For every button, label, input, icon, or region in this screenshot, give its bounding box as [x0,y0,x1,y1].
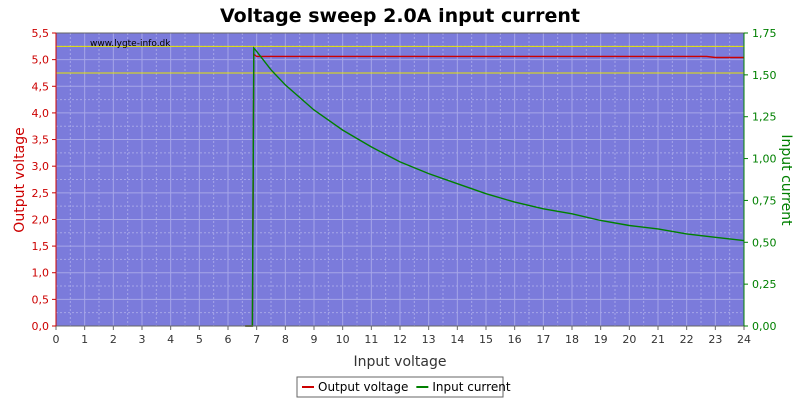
y-left-tick-label: 5,5 [32,27,50,40]
x-tick-label: 6 [225,333,232,346]
y-right-tick-label: 1,00 [752,153,777,166]
chart-title: Voltage sweep 2.0A input current [220,5,580,27]
x-tick-label: 12 [393,333,407,346]
legend-label-input-current: Input current [432,380,510,394]
y-right-tick-label: 0,75 [752,194,777,207]
x-tick-label: 23 [708,333,722,346]
x-tick-label: 24 [737,333,751,346]
y-right-tick-label: 0,25 [752,278,777,291]
y-right-tick-label: 0,50 [752,236,777,249]
x-tick-label: 11 [364,333,378,346]
legend-label-output-voltage: Output voltage [318,380,408,394]
series-line-input-current [245,46,745,327]
watermark: www.lygte-info.dk [90,39,171,49]
y-left-tick-label: 2,5 [32,187,50,200]
x-tick-label: 2 [110,333,117,346]
y-right-tick-label: 0,00 [752,320,777,333]
y-axis-label-right: Input current [778,134,794,226]
plot-area: www.lygte-info.dk0 1 2 3 4 5 6 7 8 9 10 11 12 13 14 15 1… [32,27,777,346]
x-tick-label: 3 [139,333,146,346]
y-right-tick-label: 1,25 [752,111,777,124]
y-left-tick-label: 1,0 [32,267,50,280]
x-tick-label: 15 [479,333,493,346]
x-tick-label: 13 [422,333,436,346]
x-tick-label: 22 [680,333,694,346]
legend: Output voltage Input current [296,376,511,398]
y-left-tick-label: 5,0 [32,54,50,67]
x-tick-label: 18 [565,333,579,346]
legend-box [296,376,504,398]
x-tick-label: 5 [196,333,203,346]
y-left-tick-label: 1,5 [32,240,50,253]
y-left-tick-label: 4,5 [32,80,50,93]
y-left-tick-label: 0,5 [32,293,50,306]
y-right-tick-label: 1,50 [752,69,777,82]
y-left-tick-label: 3,5 [32,134,50,147]
x-tick-label: 17 [536,333,550,346]
y-right-tick-label: 1,75 [752,27,777,40]
x-tick-label: 10 [336,333,350,346]
x-tick-label: 4 [167,333,174,346]
y-axis-label-left: Output voltage [12,127,28,232]
y-left-tick-label: 3,0 [32,160,50,173]
y-left-tick-label: 4,0 [32,107,50,120]
x-tick-label: 8 [282,333,289,346]
x-tick-label: 0 [53,333,60,346]
y-left-tick-label: 2,0 [32,213,50,226]
x-tick-label: 14 [450,333,464,346]
x-axis-label: Input voltage [353,354,446,370]
y-left-tick-label: 0,0 [32,320,50,333]
x-tick-label: 16 [508,333,522,346]
x-tick-label: 7 [253,333,260,346]
x-tick-label: 1 [81,333,88,346]
x-tick-label: 21 [651,333,665,346]
x-tick-label: 9 [311,333,318,346]
x-tick-label: 19 [594,333,608,346]
x-tick-label: 20 [622,333,636,346]
